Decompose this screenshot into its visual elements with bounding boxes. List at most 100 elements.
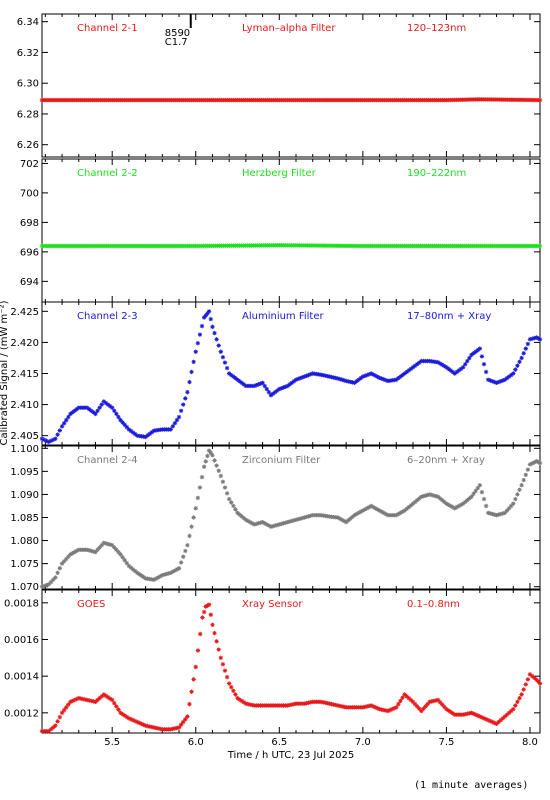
data-point	[442, 363, 447, 369]
data-point	[463, 361, 468, 367]
data-point	[233, 507, 238, 512]
data-point	[337, 516, 343, 521]
data-point	[143, 434, 148, 440]
panel-4: 1.070 1.075 1.080 1.085 1.090 1.095 1.100 Chann…	[10, 444, 543, 593]
data-point	[383, 708, 389, 713]
data-point	[437, 496, 443, 501]
data-point	[348, 379, 353, 385]
data-point	[239, 698, 244, 704]
data-point	[536, 336, 541, 341]
data-point	[291, 701, 297, 707]
data-point	[293, 517, 299, 523]
data-point	[101, 540, 107, 546]
data-point	[218, 655, 224, 661]
data-point	[74, 696, 79, 702]
x-tick-label: 6.0	[188, 737, 204, 748]
data-point	[195, 495, 201, 501]
data-point	[112, 408, 117, 414]
data-point	[44, 728, 49, 734]
data-point	[517, 487, 522, 493]
data-point	[304, 514, 309, 520]
data-point	[124, 560, 130, 566]
data-point	[408, 697, 414, 703]
data-point	[521, 687, 526, 692]
data-point	[214, 337, 219, 342]
data-point	[78, 696, 84, 701]
data-point	[530, 673, 535, 679]
data-point	[64, 556, 69, 562]
data-point	[446, 708, 451, 713]
data-point	[346, 379, 351, 384]
data-point	[107, 403, 113, 409]
data-point	[195, 340, 201, 346]
data-point	[435, 494, 441, 499]
data-point	[304, 701, 309, 706]
data-point	[511, 371, 516, 376]
data-point	[212, 458, 217, 463]
data-point	[222, 360, 228, 365]
data-point	[396, 701, 401, 707]
data-point	[385, 708, 391, 714]
data-point	[448, 368, 453, 373]
data-point	[410, 501, 416, 506]
data-point	[442, 704, 447, 710]
data-point	[308, 372, 313, 377]
data-point	[394, 377, 399, 382]
data-point	[360, 508, 366, 513]
y-tick-label: 694	[20, 277, 39, 288]
data-point	[456, 503, 462, 509]
data-point	[46, 439, 51, 445]
data-point	[233, 692, 238, 697]
flare-marker-label: 8590	[165, 28, 190, 39]
data-point	[168, 427, 173, 432]
data-point	[93, 549, 98, 555]
data-point	[124, 714, 130, 720]
data-point	[126, 563, 132, 569]
data-point	[485, 510, 491, 516]
data-point	[50, 437, 56, 443]
data-point	[137, 572, 142, 577]
data-point	[383, 511, 389, 517]
data-point	[519, 483, 524, 488]
data-point	[289, 518, 295, 524]
data-point	[114, 411, 119, 417]
data-point	[237, 697, 242, 702]
data-point	[444, 501, 449, 506]
data-point	[135, 570, 140, 576]
data-point	[364, 704, 370, 709]
data-point	[366, 504, 372, 510]
data-point	[465, 358, 470, 364]
data-point	[335, 376, 340, 381]
data-point	[381, 707, 386, 713]
data-point	[442, 499, 447, 505]
data-point	[460, 501, 466, 506]
data-point	[473, 349, 478, 354]
data-point	[101, 399, 107, 404]
data-point	[61, 559, 67, 564]
data-point	[425, 701, 430, 707]
data-point	[48, 438, 54, 444]
data-point	[260, 519, 265, 525]
data-point	[109, 405, 115, 410]
y-tick-label: 0.0018	[4, 598, 39, 609]
data-point	[220, 479, 226, 484]
data-point	[72, 549, 77, 555]
data-point	[366, 703, 372, 709]
data-point	[158, 726, 163, 732]
data-point	[481, 361, 487, 367]
data-point	[477, 483, 483, 488]
data-point	[508, 708, 514, 714]
data-point	[149, 430, 155, 435]
data-point	[502, 377, 508, 382]
data-point	[172, 421, 178, 426]
data-point	[358, 509, 363, 514]
data-point	[137, 720, 142, 726]
data-point	[494, 512, 499, 518]
data-point	[66, 554, 71, 559]
data-point	[203, 313, 208, 318]
data-point	[243, 701, 249, 706]
data-point	[205, 603, 210, 608]
data-point	[249, 702, 255, 708]
y-tick-label: 2.425	[10, 307, 39, 318]
